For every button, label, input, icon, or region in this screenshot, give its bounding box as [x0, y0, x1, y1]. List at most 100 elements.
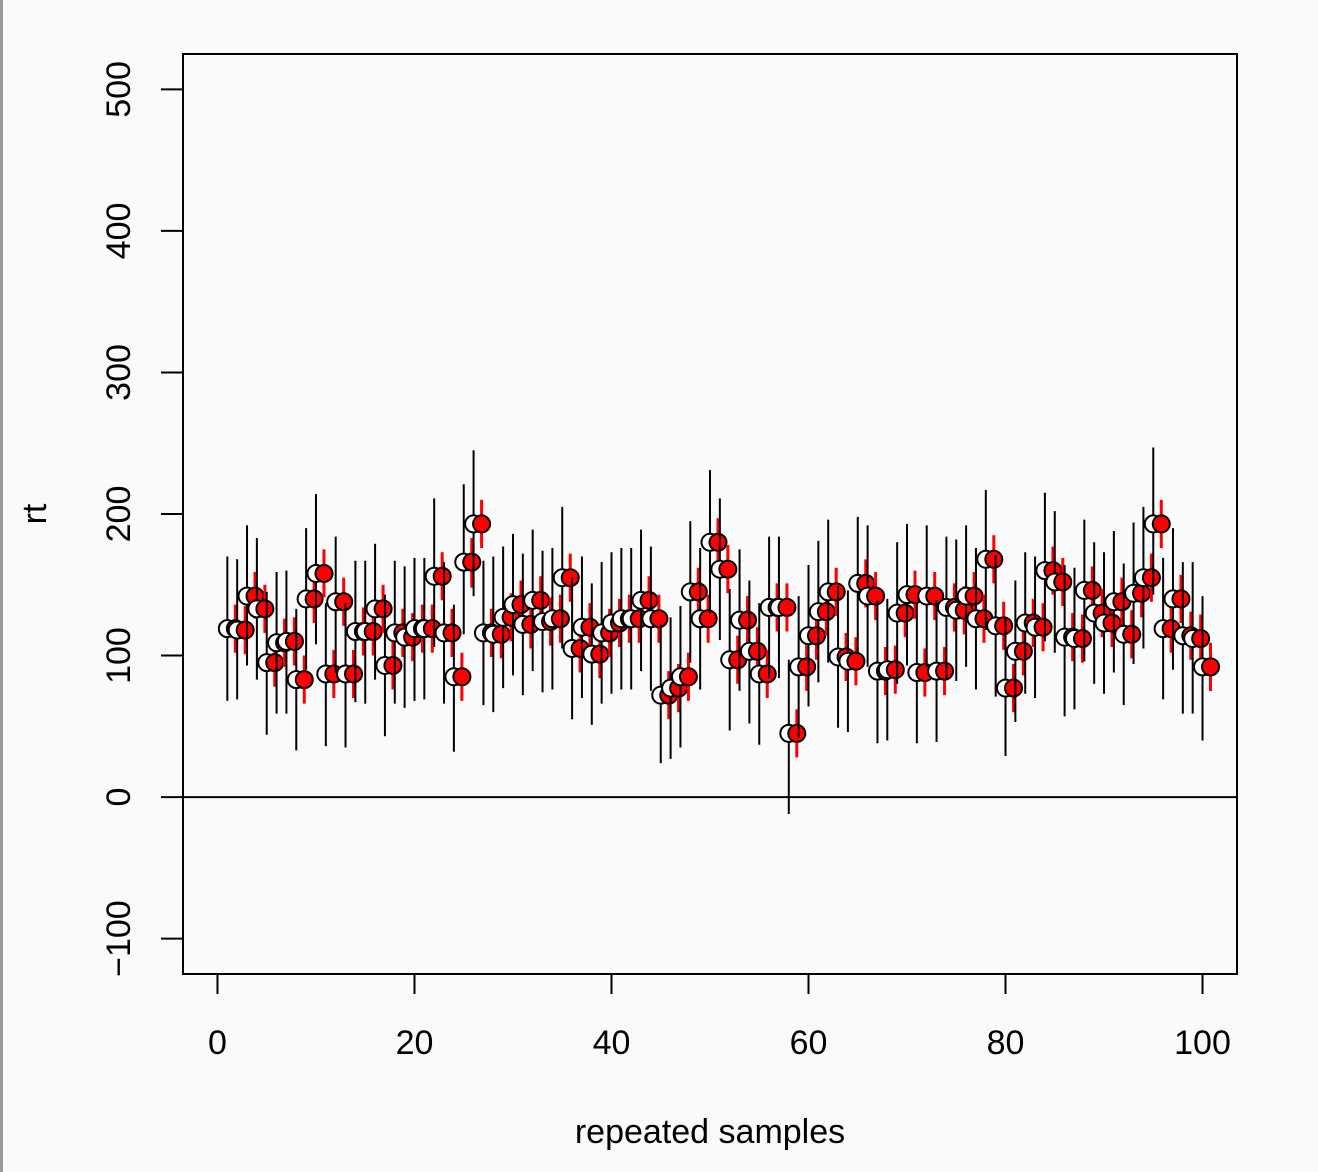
filled-point — [984, 549, 1004, 569]
data-point-group — [838, 590, 866, 732]
filled-point — [284, 631, 304, 651]
data-point-group — [848, 516, 876, 655]
filled-point — [1033, 617, 1053, 637]
filled-point — [334, 592, 354, 612]
filled-point — [590, 644, 610, 664]
data-point-group — [1133, 506, 1161, 649]
filled-point — [462, 552, 482, 572]
filled-point — [639, 590, 659, 610]
filled-point — [550, 609, 570, 629]
filled-point — [787, 723, 807, 743]
data-point-group — [1193, 596, 1221, 741]
filled-point — [452, 667, 472, 687]
y-tick-label: 100 — [100, 627, 138, 684]
filled-point — [265, 653, 285, 673]
axes: 0 20 40 60 80 100 −100 0 100 200 300 400 500 — [100, 61, 1231, 1062]
filled-point — [885, 660, 905, 680]
filled-point — [1171, 589, 1191, 609]
filled-point — [925, 586, 945, 606]
y-tick-label: 500 — [100, 61, 138, 118]
filled-point — [383, 655, 403, 675]
filled-point — [255, 599, 275, 619]
data-point-group — [306, 494, 334, 645]
data-point-group — [680, 521, 708, 663]
filled-point — [846, 651, 866, 671]
data-point-group — [887, 542, 915, 684]
filled-point — [708, 532, 728, 552]
filled-point — [1122, 624, 1142, 644]
data-point-group — [1005, 580, 1033, 723]
data-point-group — [956, 525, 984, 667]
filled-point — [826, 582, 846, 602]
filled-point — [304, 589, 324, 609]
data-point-group — [641, 546, 669, 691]
x-tick-label: 80 — [987, 1024, 1025, 1062]
data-point-group — [247, 538, 275, 680]
x-axis-label: repeated samples — [575, 1113, 845, 1151]
filled-point — [688, 582, 708, 602]
data-point-group — [1025, 556, 1053, 698]
data-point-group — [858, 525, 886, 667]
data-marks — [217, 447, 1221, 815]
data-point-group — [877, 598, 905, 741]
filled-point — [531, 590, 551, 610]
data-point-group — [730, 549, 758, 691]
data-point-group — [336, 603, 364, 748]
y-tick-label: 200 — [100, 486, 138, 543]
window-border — [0, 0, 3, 1172]
filled-point — [491, 624, 511, 644]
data-point-group — [237, 525, 265, 666]
data-point-group — [799, 564, 827, 707]
filled-point — [432, 566, 452, 586]
filled-point — [895, 603, 915, 623]
filled-point — [1201, 657, 1221, 677]
data-point-group — [316, 603, 344, 747]
data-point-group — [917, 525, 945, 667]
filled-point — [1053, 572, 1073, 592]
filled-point — [314, 563, 334, 583]
data-point-group — [434, 562, 462, 704]
data-point-group — [464, 450, 492, 597]
filled-point — [797, 657, 817, 677]
filled-point — [1132, 583, 1152, 603]
data-point-group — [365, 543, 393, 680]
data-point-group — [1183, 562, 1211, 714]
filled-point — [649, 609, 669, 629]
data-point-group — [542, 547, 570, 690]
data-point-group — [1143, 447, 1171, 595]
data-point-group — [779, 659, 807, 815]
filled-point — [738, 610, 758, 630]
filled-point — [363, 621, 383, 641]
data-point-group — [986, 555, 1014, 697]
data-point-group — [454, 484, 482, 635]
x-tick-label: 100 — [1174, 1024, 1231, 1062]
data-point-group — [286, 608, 314, 751]
x-tick-label: 40 — [593, 1024, 631, 1062]
data-point-group — [1124, 522, 1152, 665]
data-point-group — [1045, 511, 1073, 653]
y-axis-label: rt — [16, 503, 54, 524]
data-point-group — [276, 570, 304, 714]
data-point-group — [661, 617, 689, 759]
data-point-group — [414, 557, 442, 700]
data-point-group — [572, 556, 600, 698]
data-point-group — [1094, 552, 1122, 694]
filled-point — [747, 641, 767, 661]
data-point-group — [749, 603, 777, 745]
y-tick-label: 300 — [100, 344, 138, 401]
filled-point — [294, 670, 314, 690]
data-point-group — [710, 498, 738, 640]
filled-point — [698, 609, 718, 629]
data-point-group — [1084, 542, 1112, 684]
filled-point — [472, 514, 492, 534]
data-point-group — [493, 546, 521, 689]
data-point-group — [927, 600, 955, 742]
filled-point — [344, 664, 364, 684]
data-point-group — [1104, 530, 1132, 673]
filled-point — [964, 586, 984, 606]
filled-point — [935, 661, 955, 681]
filled-point — [1141, 568, 1161, 588]
data-point-group — [444, 604, 472, 752]
data-point-group — [690, 547, 718, 690]
